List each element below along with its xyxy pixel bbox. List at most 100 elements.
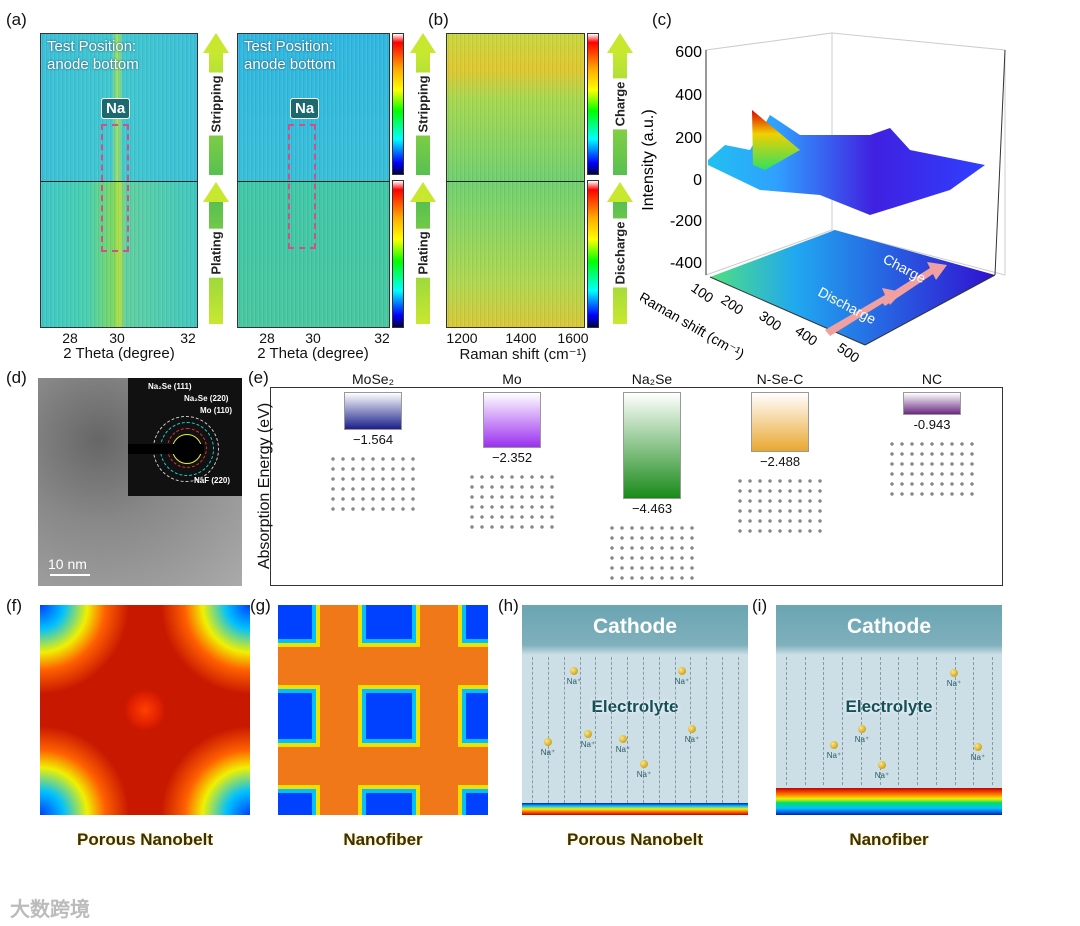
panel-label-b: (b) [428,10,449,29]
electrolyte-label: Electrolyte [845,697,933,716]
ion-flux-line [658,657,660,803]
na-label: Na [290,98,320,119]
sodium-ion: Na⁺ [538,738,558,757]
caption-g: Nanofiber [343,830,423,849]
pore-region [366,793,412,815]
ion-flux-line [917,657,919,785]
panel-label-g: (g) [250,596,271,615]
cathode: Cathode [776,605,1002,655]
sodium-ion: Na⁺ [613,735,633,754]
molecular-structure [607,523,697,583]
porous-nanobelt-schematic: Cathode Electrolyte Na⁺ Na⁺ Na⁺ Na⁺ Na⁺ Na⁺ Na… [522,605,748,815]
stripping-arrow: Stripping [203,33,229,175]
projected-contour-floor [710,230,995,345]
ion-flux-line [722,657,724,803]
raman-3d-surface-plot: Discharge Charge 600 400 200 0 -200 -400… [640,32,1006,366]
x-tick: 100 [688,279,716,306]
molecular-structure [887,439,977,499]
na-peak-highlight [101,124,129,252]
x-axis-label: 2 Theta (degree) [63,345,175,362]
cathode: Cathode [522,605,748,655]
material-name: NC [921,371,943,387]
sodium-ion: Na⁺ [634,760,654,779]
sodium-ion: Na⁺ [682,725,702,744]
ion-flux-line [973,657,975,785]
scale-bar-label: 10 nm [48,556,87,572]
caption-h: Porous Nanobelt [566,830,704,849]
pore-region [466,605,488,639]
na-label: Na [101,98,131,119]
z-tick: 400 [675,87,702,104]
ring-label: Na₂Se (220) [184,394,229,403]
nanofiber-simulation [278,605,488,815]
x-tick: 400 [792,322,820,349]
molecular-structure [735,476,825,536]
discharge-arrow: Discharge [607,182,633,324]
scale-bar [50,574,90,576]
energy-value: −2.352 [491,450,533,465]
colorbar [392,180,404,328]
panel-label-a: (a) [6,10,27,29]
ion-flux-line [579,657,581,803]
pore-region [366,693,412,739]
ion-flux-line [992,657,993,785]
x-tick: 30 [305,330,321,346]
energy-bar [344,392,402,430]
energy-value: -0.943 [913,417,951,432]
x-tick: 300 [756,307,784,334]
tem-image: Na₂Se (111) Na₂Se (220) Mo (110) NaF (22… [38,378,242,586]
ion-flux-line [738,657,739,803]
electrolyte-label: Electrolyte [591,697,679,716]
panel-label-d: (d) [6,368,27,387]
anode-surface [776,788,1002,815]
z-tick: 0 [693,172,702,189]
na-peak-highlight [288,124,316,249]
sodium-ion: Na⁺ [852,725,872,744]
panel-label-i: (i) [752,596,768,615]
energy-bar [623,392,681,499]
x-tick: 1200 [446,330,478,346]
saed-inset: Na₂Se (111) Na₂Se (220) Mo (110) NaF (22… [128,378,242,496]
y-axis-label: Absorption Energy (eV) [256,402,273,570]
z-tick: 600 [675,44,702,61]
pore-region [466,693,488,739]
energy-value: −1.564 [352,432,394,447]
panel-label-c: (c) [652,10,672,29]
ion-flux-line [879,657,881,785]
x-tick: 500 [834,339,862,366]
material-name: MoSe₂ [351,371,395,387]
raman-peak [752,110,800,170]
ion-flux-line [547,657,549,803]
divider-line [41,180,197,182]
ring-label: Na₂Se (111) [148,382,192,391]
energy-bar [751,392,809,452]
z-axis-label: Intensity (a.u.) [640,109,657,210]
charge-arrow: Charge [607,33,633,175]
x-tick: 200 [718,291,746,318]
sodium-ion: Na⁺ [872,761,892,780]
raman-surface [708,115,985,215]
energy-value: −4.463 [631,501,673,516]
colorbar [587,33,599,175]
raman-heatmap [446,33,585,328]
sodium-ion: Na⁺ [578,730,598,749]
x-tick: 30 [109,330,125,346]
material-name: Na₂Se [631,371,673,387]
ion-flux-line [706,657,708,803]
x-tick: 1600 [557,330,589,346]
pore-region [466,793,488,815]
ion-flux-line [786,657,787,785]
molecular-structure [467,472,557,532]
ion-flux-line [627,657,629,803]
nanofiber-schematic: Cathode Electrolyte Na⁺ Na⁺ Na⁺ Na⁺ Na⁺ [776,605,1002,815]
material-name: Mo [502,371,522,387]
stripping-arrow: Stripping [410,33,436,175]
ion-flux-line [898,657,900,785]
x-tick: 32 [180,330,196,346]
ion-flux-line [611,657,613,803]
energy-bar [483,392,541,448]
x-tick: 1400 [505,330,537,346]
x-tick: 28 [62,330,78,346]
plating-arrow: Plating [203,182,229,324]
molecular-structure [328,454,418,514]
